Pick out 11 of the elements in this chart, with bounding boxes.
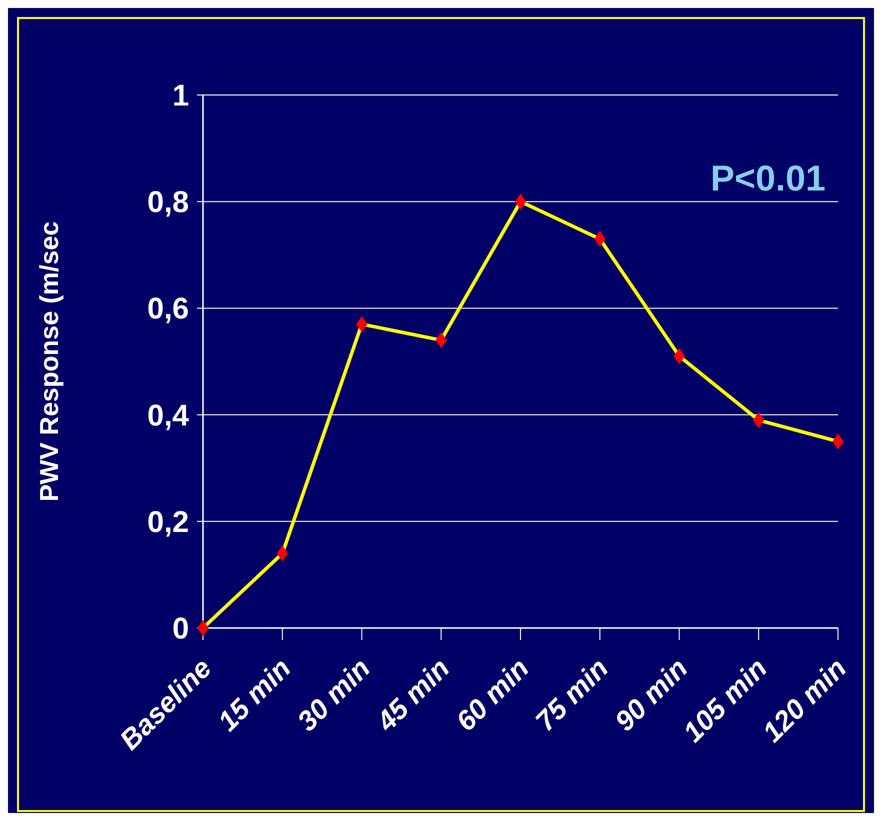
y-tick-label: 0,4 — [147, 399, 190, 432]
annotation: P<0.01 — [710, 158, 826, 199]
y-axis-title: PWV Response (m/sec — [34, 221, 64, 502]
point — [197, 620, 209, 636]
y-tick-label: 0,6 — [147, 292, 189, 326]
y-tick-label: 0 — [172, 612, 189, 646]
y-tick-label: 0,2 — [147, 506, 189, 539]
point — [514, 194, 526, 210]
point — [832, 433, 844, 450]
y-tick-label: 0,8 — [147, 186, 189, 220]
y-tick-label: 1 — [172, 80, 189, 112]
